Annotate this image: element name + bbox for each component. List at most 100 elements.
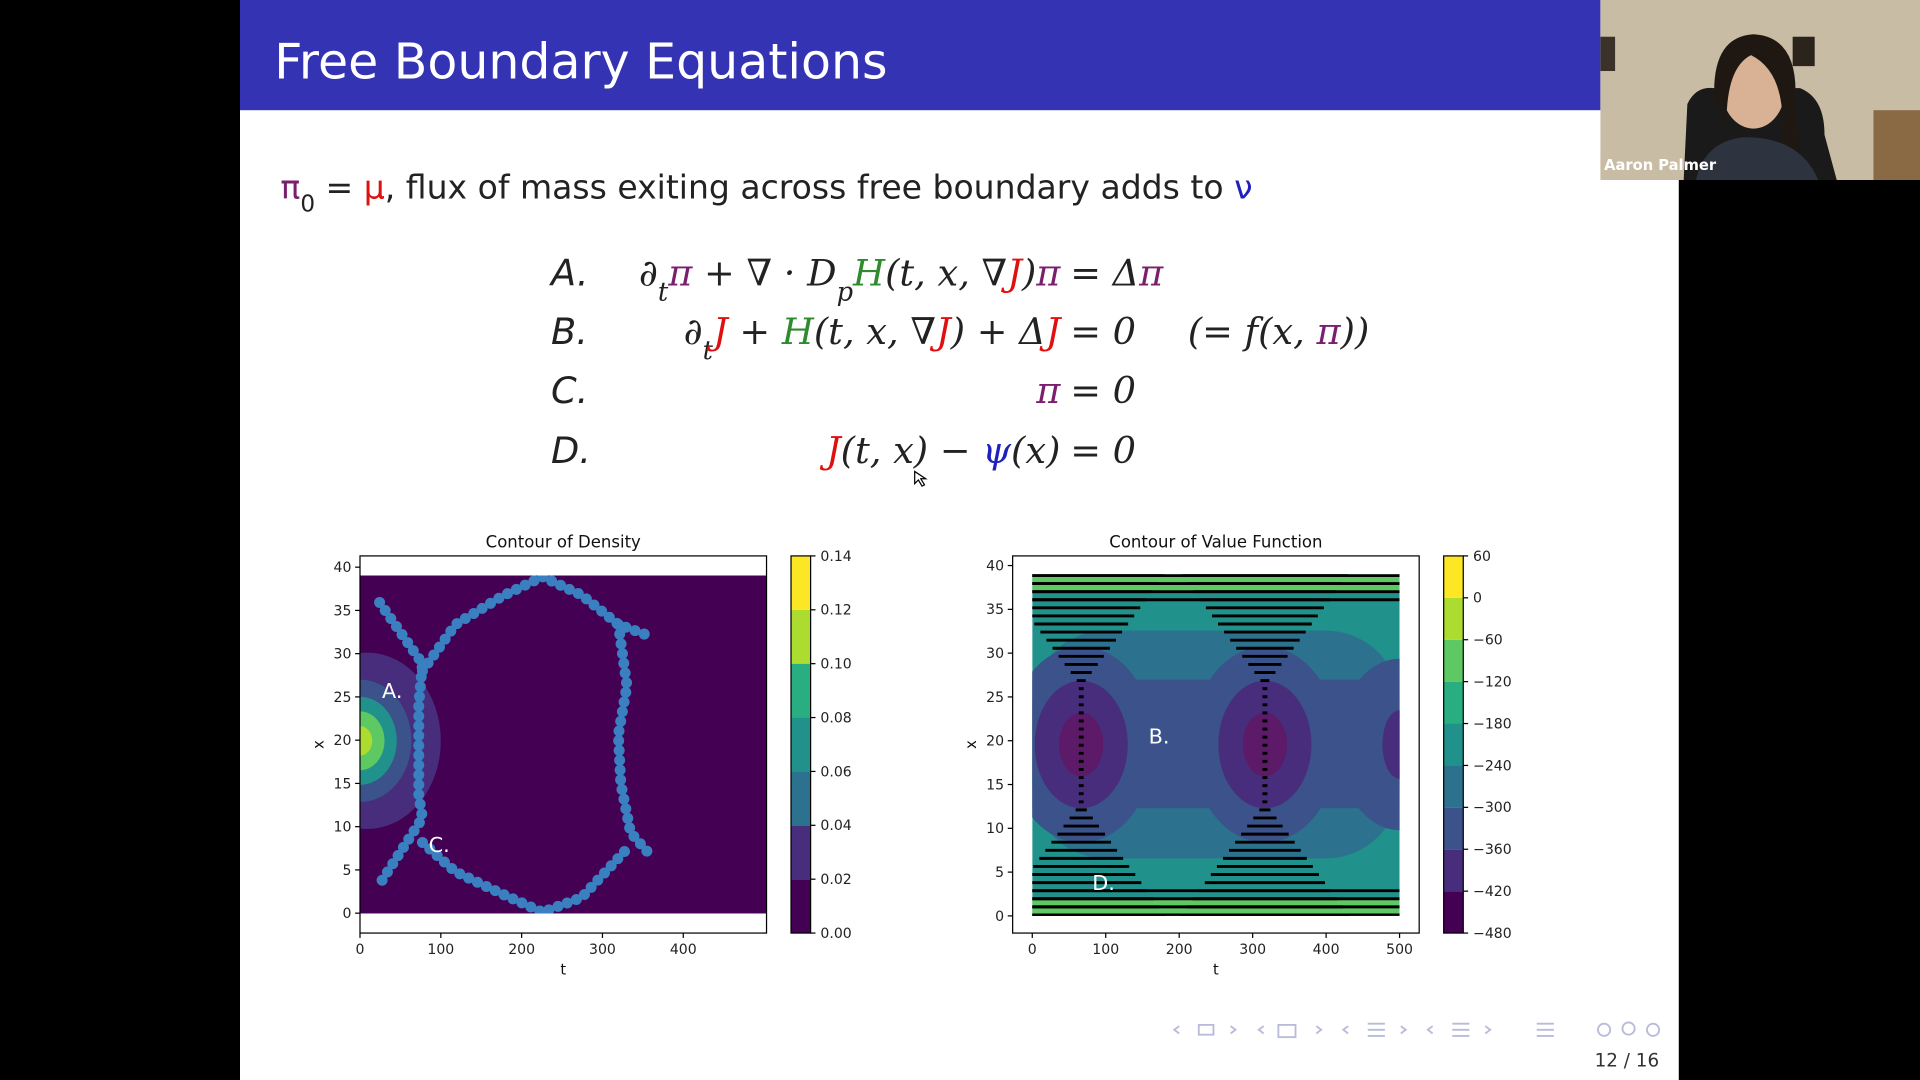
x-tick-label: 400 [1313, 942, 1340, 958]
colorbar-tick-label: 0.04 [820, 818, 851, 834]
colorbar-tick-label: 0.12 [820, 603, 851, 619]
y-tick-label: 0 [342, 906, 351, 922]
colorbar-frame [790, 555, 812, 934]
math-segment: H [781, 310, 815, 353]
colorbar-band [1443, 597, 1464, 640]
math-segment: π [667, 251, 693, 294]
colorbar-band [791, 825, 811, 880]
x-tick-label: 100 [427, 942, 454, 958]
math-segment: = Δ [1070, 251, 1139, 294]
intro-text: π0 = μ, flux of mass exiting across free… [280, 167, 1252, 217]
nav-icon [1341, 1022, 1408, 1037]
colorbar-tick-label: 0 [1473, 591, 1482, 607]
contour-band [1382, 710, 1400, 779]
colorbar-band [791, 879, 811, 934]
nav-icon [1597, 1022, 1612, 1037]
nav-icon [1621, 1021, 1636, 1036]
colorbar-tick-label: −300 [1473, 800, 1512, 816]
equation-label: A. [549, 251, 588, 294]
colorbar-band [1443, 681, 1464, 724]
x-tick-label: 0 [1028, 942, 1037, 958]
person-hair [1714, 34, 1800, 154]
page-number: 12 / 16 [1595, 1051, 1660, 1072]
colorbar-tick-label: −480 [1473, 926, 1512, 942]
math-segment: = 0 [1070, 310, 1136, 353]
y-tick-label: 0 [995, 909, 1004, 925]
colorbar-tick-label: −120 [1473, 675, 1512, 691]
y-tick-label: 5 [995, 865, 1004, 881]
plot-annotation: A. [382, 679, 402, 703]
math-segment: 0 [300, 191, 315, 217]
math-segment: = 0 [1070, 429, 1136, 472]
plot-title: Contour of Density [486, 532, 641, 551]
plot-annotation: C. [429, 833, 450, 857]
math-segment: = 0 [1070, 369, 1136, 412]
math-segment: π [280, 167, 300, 206]
y-tick-label: 40 [986, 558, 1004, 574]
value-contours [1032, 574, 1400, 916]
math-segment: t [658, 277, 669, 307]
y-tick-label: 25 [986, 690, 1004, 706]
math-segment: (t, x, ∇ [814, 310, 936, 353]
math-segment: , flux of mass exiting across free bound… [385, 167, 1234, 206]
slide-title: Free Boundary Equations [274, 33, 887, 90]
equation-lhs: J(t, x) − ψ(x) [819, 429, 1060, 472]
colorbar-band [791, 663, 811, 718]
nav-arrow [1172, 1025, 1238, 1035]
contour-band [360, 726, 373, 756]
colorbar-tick-label: −420 [1473, 884, 1512, 900]
colorbar-band [1443, 555, 1464, 598]
math-segment: ∂ [639, 251, 658, 294]
equation-lhs: ∂tπ + ∇ · DpH(t, x, ∇J)π [639, 251, 1061, 307]
equation-label: C. [551, 369, 588, 412]
y-tick-label: 20 [986, 734, 1004, 750]
math-segment: (x) [1011, 429, 1060, 472]
colorbar-tick-label: 0.08 [820, 710, 851, 726]
equation-label: D. [551, 429, 591, 472]
x-tick-label: 500 [1386, 942, 1413, 958]
math-segment: ν [1234, 167, 1252, 206]
colorbar-band [1443, 723, 1464, 766]
math-segment: μ [364, 167, 385, 206]
density-contours [360, 575, 767, 914]
math-segment: + ∇ · D [692, 251, 836, 294]
x-axis-label: t [560, 962, 566, 979]
x-tick-label: 0 [356, 942, 365, 958]
colorbar-band [1443, 849, 1464, 892]
math-segment: (t, x, ∇ [885, 251, 1007, 294]
axes-frame [1012, 555, 1420, 934]
person-body [1695, 137, 1819, 180]
y-tick-label: 40 [334, 560, 352, 576]
navigation [1172, 1021, 1661, 1039]
math-segment: t [703, 336, 714, 366]
colorbar-band [1443, 807, 1464, 850]
y-tick-label: 15 [986, 777, 1004, 793]
colorbar-tick-label: 0.06 [820, 764, 851, 780]
boundary-curve [416, 836, 637, 914]
colorbar-tick-label: −240 [1473, 758, 1512, 774]
colorbar-frame [1443, 555, 1464, 934]
x-tick-label: 300 [1239, 942, 1266, 958]
y-tick-label: 30 [986, 646, 1004, 662]
colorbar-tick-label: 0.02 [820, 872, 851, 888]
colorbar-band [1443, 639, 1464, 682]
math-segment: ) + Δ [950, 310, 1046, 353]
equation-rhs: = 0 [1070, 369, 1136, 412]
x-tick-label: 400 [670, 942, 697, 958]
wall-frame [1600, 36, 1616, 72]
x-tick-label: 100 [1092, 942, 1119, 958]
y-tick-label: 15 [334, 776, 352, 792]
webcam: Aaron Palmer [1600, 0, 1920, 180]
colorbar-band [1443, 765, 1464, 808]
plot-annotation: B. [1149, 724, 1170, 748]
boundary-curve [612, 618, 655, 859]
equation-lhs: π [1035, 369, 1061, 412]
math-segment: (= f(x, [1188, 310, 1317, 353]
math-segment: ) [1021, 251, 1036, 294]
colorbar-tick-label: −60 [1473, 633, 1503, 649]
equation-lhs: ∂tJ + H(t, x, ∇J) + ΔJ [684, 310, 1063, 366]
y-tick-label: 35 [986, 602, 1004, 618]
equation-rhs: = Δπ [1070, 251, 1164, 294]
nav-icon [1426, 1022, 1492, 1037]
